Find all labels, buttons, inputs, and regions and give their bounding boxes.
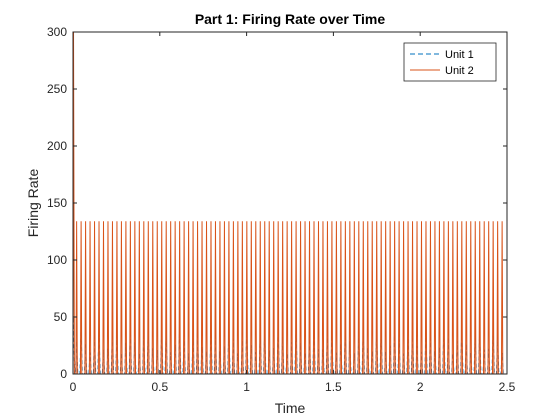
plot-area [73,32,507,374]
series-unit-2-line [73,32,505,374]
y-tick-label: 100 [47,253,67,267]
x-axis-label: Time [275,400,306,416]
x-tick-label: 1.5 [325,380,342,394]
legend-label-unit-1: Unit 1 [445,49,474,61]
x-tick-label: 1 [243,380,250,394]
x-tick-label: 0 [70,380,77,394]
y-tick-label: 300 [47,25,67,39]
x-tick-label: 2 [417,380,424,394]
y-tick-label: 250 [47,82,67,96]
y-tick-label: 0 [60,367,67,381]
series-layer [73,32,505,374]
y-tick-label: 200 [47,139,67,153]
y-axis-label: Firing Rate [25,169,41,238]
y-tick-label: 150 [47,196,67,210]
legend: Unit 1 Unit 2 [403,42,497,82]
legend-box [403,42,497,82]
ticks-layer: 0 0.5 1 1.5 2 2.5 0 50 100 150 200 250 300 [47,25,516,394]
y-tick-label: 50 [54,310,68,324]
legend-label-unit-2: Unit 2 [445,65,474,77]
chart-title: Part 1: Firing Rate over Time [195,11,386,27]
x-tick-label: 0.5 [151,380,168,394]
x-tick-label: 2.5 [499,380,516,394]
